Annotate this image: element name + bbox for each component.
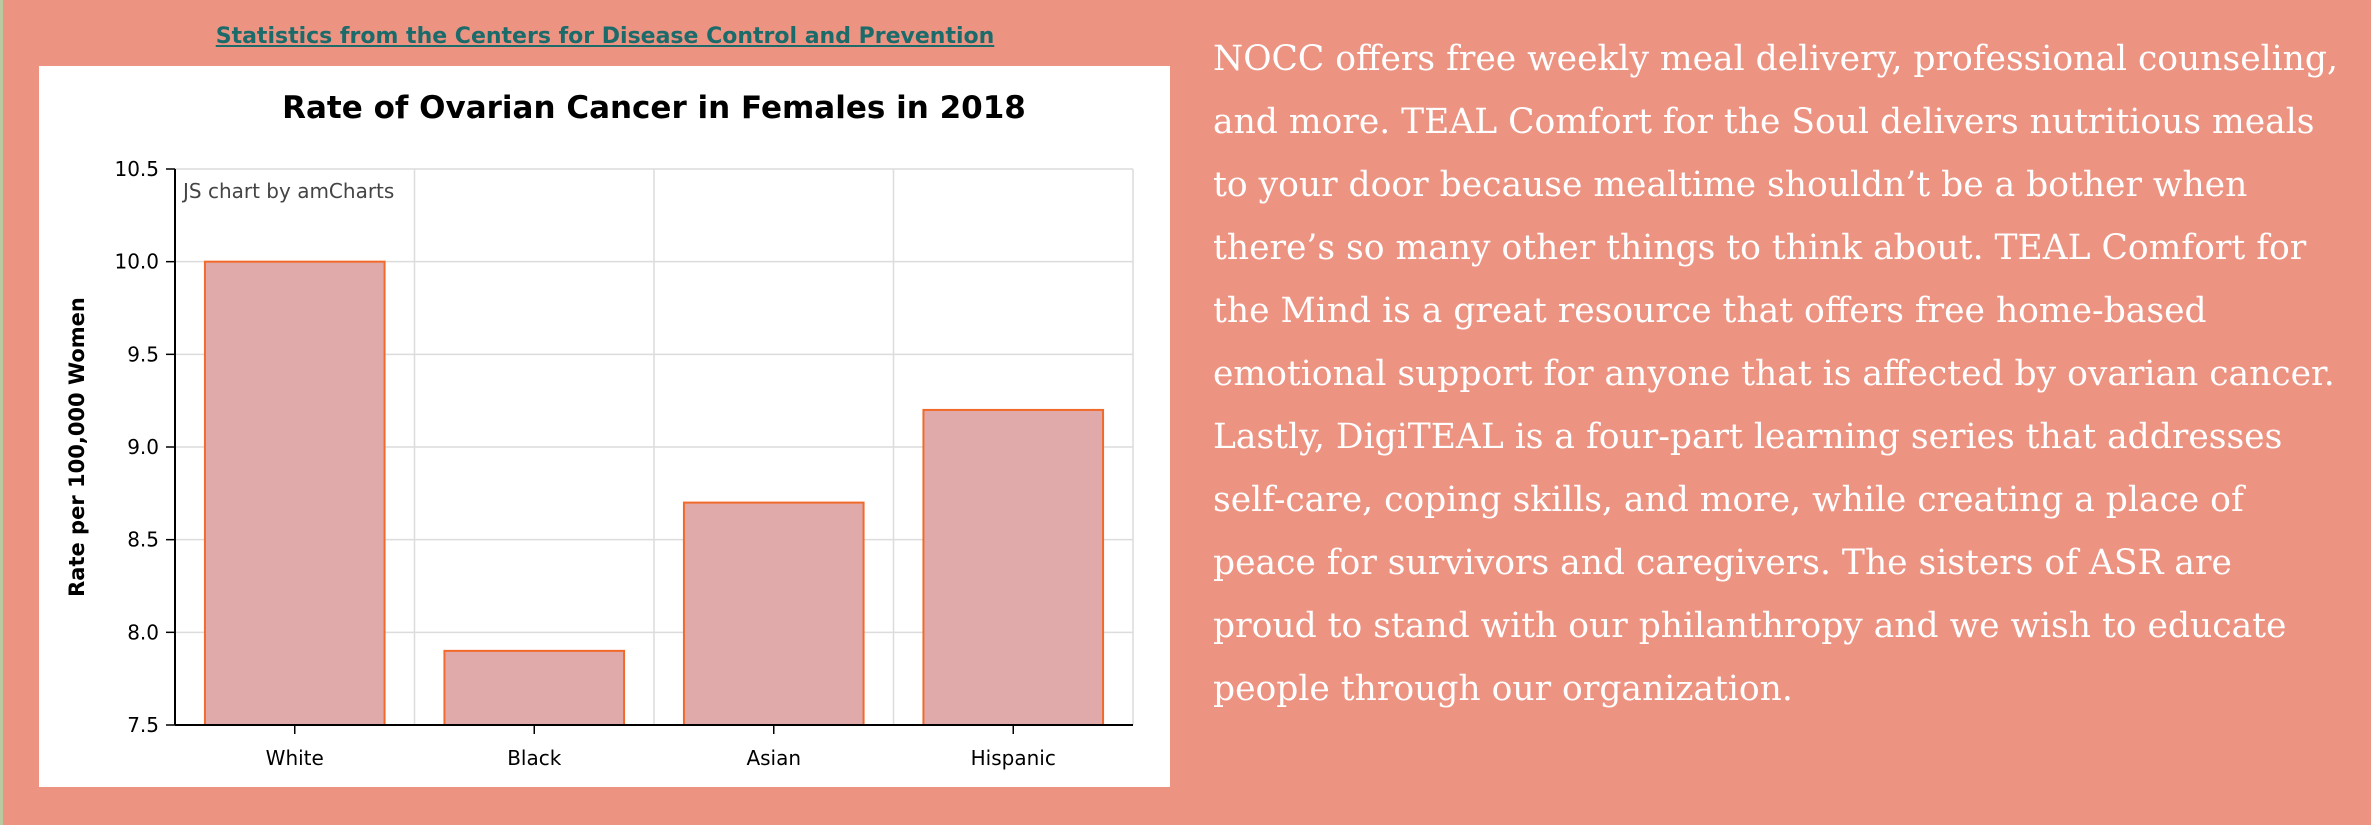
chart-title: Rate of Ovarian Cancer in Females in 201… [282, 90, 1026, 126]
chart-credit[interactable]: JS chart by amCharts [181, 179, 394, 203]
x-tick-label: Black [507, 746, 562, 770]
y-axis-label: Rate per 100,000 Women [65, 297, 89, 597]
left-edge-strip [0, 0, 3, 825]
bar-white[interactable] [203, 260, 386, 727]
y-tick-label: 10.5 [114, 157, 159, 181]
y-tick-label: 9.0 [127, 435, 159, 459]
cdc-source-link[interactable]: Statistics from the Centers for Disease … [215, 24, 995, 49]
philanthropy-paragraph: NOCC offers free weekly meal delivery, p… [1213, 39, 2338, 709]
y-tick-label: 8.5 [127, 528, 159, 552]
chart-card: Rate of Ovarian Cancer in Females in 201… [39, 66, 1170, 787]
bar-hispanic[interactable] [922, 408, 1105, 726]
y-tick-label: 9.5 [127, 342, 159, 366]
y-tick-label: 7.5 [127, 713, 159, 737]
bar-black[interactable] [443, 649, 626, 726]
y-tick-label: 8.0 [127, 620, 159, 644]
x-tick-label: Asian [746, 746, 801, 770]
bar-chart: Rate of Ovarian Cancer in Females in 201… [65, 90, 1134, 770]
x-tick-label: White [266, 746, 324, 770]
bar-asian[interactable] [682, 501, 865, 726]
y-tick-label: 10.0 [114, 250, 159, 274]
x-tick-label: Hispanic [971, 746, 1056, 770]
